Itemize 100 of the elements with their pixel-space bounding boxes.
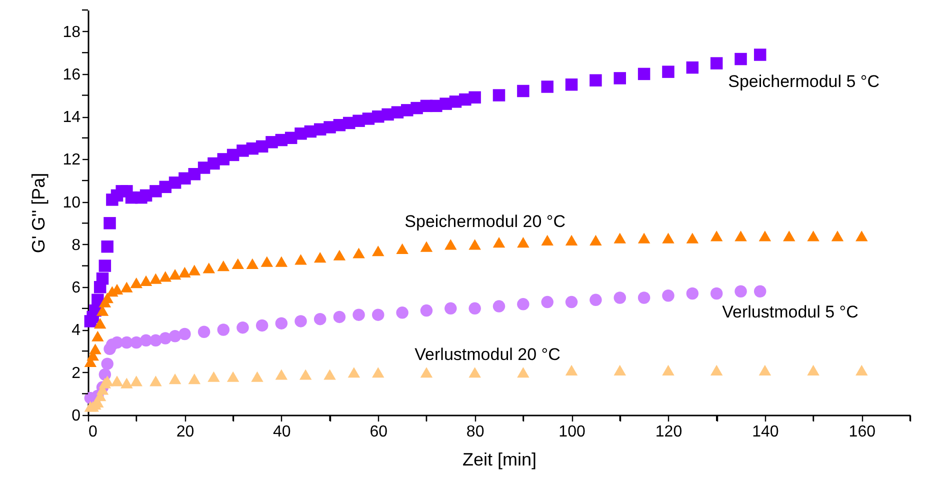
y-tick-label: 16: [62, 66, 81, 84]
point: [275, 256, 288, 267]
point: [352, 248, 365, 258]
point: [159, 271, 172, 282]
point: [314, 312, 326, 326]
point: [110, 376, 124, 386]
point: [662, 290, 674, 302]
point: [492, 237, 506, 248]
point: [217, 260, 230, 272]
point: [420, 241, 433, 252]
point: [130, 376, 142, 386]
x-tick-label: 80: [466, 424, 484, 440]
point: [178, 266, 191, 278]
x-tick-label: 120: [655, 424, 682, 440]
point: [188, 373, 200, 384]
point: [348, 367, 360, 378]
point: [178, 328, 191, 340]
point: [420, 304, 433, 317]
point: [396, 306, 408, 319]
point: [208, 371, 220, 382]
point: [236, 321, 249, 334]
point: [565, 234, 578, 246]
y-tick-label: 18: [62, 24, 81, 41]
y-tick-label: 6: [72, 280, 81, 297]
point: [541, 296, 554, 308]
point: [541, 234, 554, 246]
point: [130, 278, 142, 288]
point: [468, 367, 481, 378]
point: [638, 292, 650, 304]
point: [314, 252, 326, 263]
point: [294, 315, 307, 328]
y-tick-label: 0: [72, 408, 81, 424]
point: [202, 262, 216, 274]
point: [590, 294, 602, 306]
point: [590, 234, 602, 246]
point: [168, 330, 182, 342]
point: [120, 282, 133, 292]
point: [856, 364, 868, 376]
series-label: Speichermodul 5 °C: [728, 72, 880, 91]
point: [150, 376, 162, 386]
x-tick-label: 140: [752, 424, 779, 440]
point: [782, 230, 796, 242]
x-tick-label: 20: [176, 424, 194, 440]
point: [294, 254, 307, 265]
point: [662, 232, 674, 244]
point: [807, 364, 820, 376]
point: [260, 256, 274, 267]
point: [232, 258, 244, 269]
y-tick-label: 8: [72, 236, 81, 254]
point: [444, 239, 457, 250]
point: [468, 302, 481, 315]
point: [198, 326, 210, 338]
point: [372, 308, 384, 321]
point: [94, 318, 106, 329]
point: [101, 292, 114, 304]
point: [565, 296, 578, 308]
point: [226, 371, 240, 382]
point: [517, 237, 530, 248]
point: [565, 364, 578, 376]
point: [734, 285, 747, 298]
point: [444, 302, 457, 315]
point: [324, 369, 336, 380]
point: [638, 232, 650, 244]
point: [856, 230, 868, 242]
point: [333, 250, 346, 260]
point: [710, 287, 723, 300]
x-tick-label: 60: [370, 424, 388, 440]
point: [686, 232, 699, 244]
point: [299, 369, 312, 380]
point: [807, 230, 820, 242]
point: [372, 246, 384, 256]
point: [352, 308, 365, 321]
point: [396, 243, 408, 254]
point: [159, 332, 172, 344]
series-label: Verlustmodul 5 °C: [722, 302, 858, 322]
point: [754, 285, 766, 298]
point: [420, 367, 433, 378]
point: [468, 239, 481, 250]
point: [710, 230, 723, 242]
point: [256, 319, 268, 332]
point: [614, 232, 626, 244]
point: [188, 264, 200, 276]
point: [150, 273, 162, 284]
series-label: Verlustmodul 20 °C: [414, 345, 560, 364]
point: [758, 230, 772, 242]
point: [130, 336, 142, 349]
y-tick-label: 12: [62, 152, 81, 169]
point: [246, 258, 259, 269]
point: [275, 369, 288, 380]
point: [662, 364, 674, 376]
point: [734, 230, 747, 242]
point: [101, 358, 114, 370]
point: [333, 310, 346, 324]
point: [217, 324, 230, 336]
series-label: Speichermodul 20 °C: [404, 212, 566, 231]
y-tick-label: 2: [72, 364, 81, 382]
y-axis-title: G' G'' [Pa]: [28, 172, 49, 254]
y-tick-label: 4: [72, 322, 81, 340]
x-tick-label: 100: [558, 424, 586, 440]
point: [275, 317, 288, 330]
